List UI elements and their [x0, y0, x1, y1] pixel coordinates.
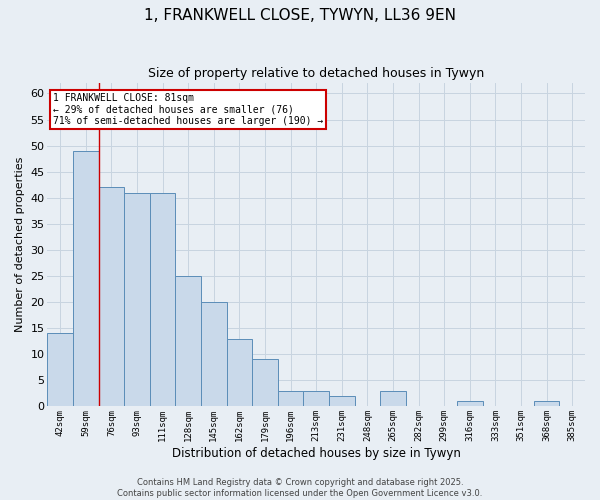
Bar — [47, 334, 73, 406]
Bar — [98, 188, 124, 406]
Title: Size of property relative to detached houses in Tywyn: Size of property relative to detached ho… — [148, 68, 484, 80]
Bar — [150, 192, 175, 406]
Text: Contains HM Land Registry data © Crown copyright and database right 2025.
Contai: Contains HM Land Registry data © Crown c… — [118, 478, 482, 498]
X-axis label: Distribution of detached houses by size in Tywyn: Distribution of detached houses by size … — [172, 447, 461, 460]
Bar — [227, 338, 252, 406]
Bar — [304, 391, 329, 406]
Bar — [278, 391, 304, 406]
Bar — [124, 192, 150, 406]
Bar — [73, 151, 98, 406]
Text: 1, FRANKWELL CLOSE, TYWYN, LL36 9EN: 1, FRANKWELL CLOSE, TYWYN, LL36 9EN — [144, 8, 456, 22]
Bar — [534, 401, 559, 406]
Bar — [380, 391, 406, 406]
Bar — [252, 360, 278, 406]
Text: 1 FRANKWELL CLOSE: 81sqm
← 29% of detached houses are smaller (76)
71% of semi-d: 1 FRANKWELL CLOSE: 81sqm ← 29% of detach… — [53, 93, 323, 126]
Bar — [201, 302, 227, 406]
Bar — [329, 396, 355, 406]
Bar — [175, 276, 201, 406]
Bar — [457, 401, 482, 406]
Y-axis label: Number of detached properties: Number of detached properties — [15, 157, 25, 332]
